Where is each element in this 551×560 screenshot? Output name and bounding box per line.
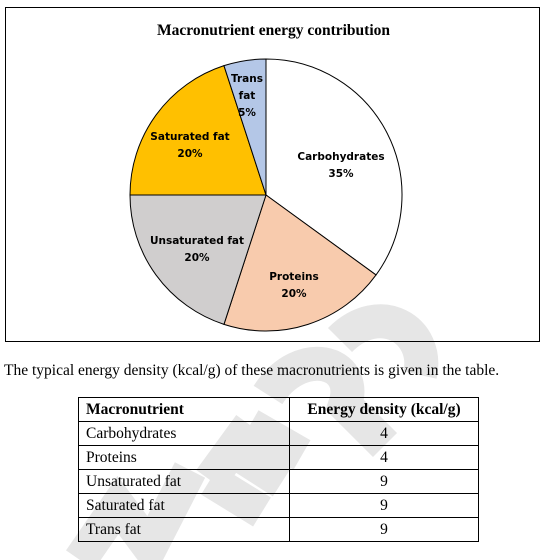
cell-macronutrient: Saturated fat xyxy=(78,493,290,518)
cell-macronutrient: Trans fat xyxy=(78,517,290,542)
table-row: Carbohydrates 4 xyxy=(78,421,479,446)
cell-energy-density: 4 xyxy=(289,445,479,470)
header-energy-density: Energy density (kcal/g) xyxy=(289,397,479,422)
cell-energy-density: 9 xyxy=(289,493,479,518)
chart-title: Macronutrient energy contribution xyxy=(156,22,391,39)
cell-energy-density: 4 xyxy=(289,421,479,446)
intro-text: The typical energy density (kcal/g) of t… xyxy=(4,362,500,379)
pie-slice-saturated-fat xyxy=(129,65,267,196)
slice-label-unsaturated-fat: Unsaturated fat 20% xyxy=(150,235,244,264)
cell-energy-density: 9 xyxy=(289,517,479,542)
table-header-row: Macronutrient Energy density (kcal/g) xyxy=(78,397,479,422)
cell-macronutrient: Unsaturated fat xyxy=(78,469,290,494)
table-row: Saturated fat 9 xyxy=(78,493,479,518)
table-row: Unsaturated fat 9 xyxy=(78,469,479,494)
table-row: Proteins 4 xyxy=(78,445,479,470)
slice-label-trans-fat: Trans fat 5% xyxy=(231,73,263,119)
table-row: Trans fat 9 xyxy=(78,517,479,542)
pie-slice-unsaturated-fat xyxy=(129,194,267,325)
pie-slice-trans-fat xyxy=(223,58,267,196)
header-macronutrient: Macronutrient xyxy=(78,397,290,422)
cell-energy-density: 9 xyxy=(289,469,479,494)
energy-density-table: Macronutrient Energy density (kcal/g) Ca… xyxy=(78,397,479,542)
cell-macronutrient: Proteins xyxy=(78,445,290,470)
pie-chart: Carbohydrates 35% Proteins 20% Unsaturated f… xyxy=(129,58,403,332)
cell-macronutrient: Carbohydrates xyxy=(78,421,290,446)
pie-slice-carbohydrates xyxy=(265,58,403,276)
slice-label-saturated-fat: Saturated fat 20% xyxy=(150,131,229,160)
chart-frame: Macronutrient energy contribution Carboh… xyxy=(5,7,540,342)
pie-slice-proteins xyxy=(223,194,377,332)
slice-label-carbohydrates: Carbohydrates 35% xyxy=(297,151,384,180)
slice-label-proteins: Proteins 20% xyxy=(269,271,319,300)
